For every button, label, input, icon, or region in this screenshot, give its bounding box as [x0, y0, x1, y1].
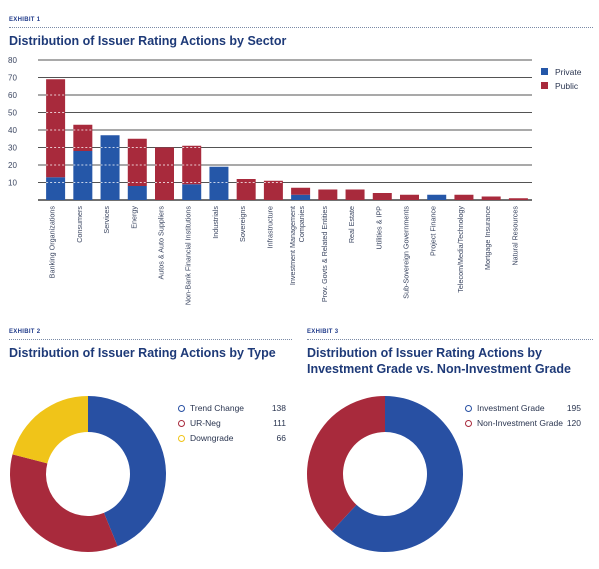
bar-public-energy — [127, 138, 147, 186]
trend-change-dot-icon — [178, 405, 185, 412]
type-donut-slice-trend-change — [88, 396, 166, 547]
y-tick-label: 30 — [8, 144, 17, 153]
legend-value-downgrade: 66 — [276, 433, 286, 443]
exhibit1-rule — [9, 27, 593, 28]
legend-item-downgrade: Downgrade 66 — [178, 431, 286, 446]
bar-public-telecom-media-technology — [454, 194, 474, 200]
x-tick-label: Sub-Sovereign Governments — [402, 206, 411, 299]
legend-item-non-investment-grade: Non-Investment Grade 120 — [465, 416, 581, 431]
legend-value-trend-change: 138 — [271, 403, 286, 413]
investment-grade-dot-icon — [465, 405, 472, 412]
y-tick-label: 70 — [8, 74, 17, 83]
x-tick-label: Industrials — [211, 206, 220, 239]
bar-public-natural-resources — [508, 198, 528, 200]
type-donut-slice-ur-neg — [9, 454, 118, 552]
bar-private-banking-organizations — [46, 177, 66, 200]
y-tick-label: 80 — [8, 56, 17, 65]
legend-item-trend-change: Trend Change 138 — [178, 401, 286, 416]
exhibit3-tag: EXHIBIT 3 — [307, 329, 339, 335]
bar-legend: Private Public — [541, 65, 597, 93]
x-tick-label: Companies — [297, 206, 306, 243]
exhibit3-title: Distribution of Issuer Rating Actions by… — [307, 346, 571, 376]
x-tick-label: Prov. Govts & Related Entities — [320, 206, 329, 303]
bar-private-services — [100, 135, 120, 200]
x-tick-label: Energy — [129, 206, 138, 229]
exhibit1-title: Distribution of Issuer Rating Actions by… — [9, 34, 287, 48]
x-tick-label: Banking Organizations — [48, 206, 57, 279]
bar-public-sovereigns — [236, 179, 256, 200]
legend-label-public: Public — [555, 81, 579, 91]
exhibit1-tag: EXHIBIT 1 — [9, 17, 41, 23]
grade-legend: Investment Grade 195 Non-Investment Grad… — [465, 401, 581, 431]
non-investment-grade-dot-icon — [465, 420, 472, 427]
legend-label-non-investment-grade: Non-Investment Grade — [477, 418, 563, 428]
x-tick-label: Investment Management — [288, 206, 297, 285]
bar-private-project-finance — [427, 194, 447, 200]
bar-public-consumers — [73, 124, 93, 151]
x-tick-label: Mortgage Insurance — [483, 206, 492, 270]
legend-label-ur-neg: UR-Neg — [190, 418, 221, 428]
bar-private-investment-management-companies — [291, 194, 311, 200]
bar-private-industrials — [209, 166, 229, 200]
legend-label-investment-grade: Investment Grade — [477, 403, 545, 413]
x-tick-label: Sovereigns — [238, 206, 247, 242]
y-tick-label: 50 — [8, 109, 17, 118]
exhibit3-rule — [307, 339, 593, 340]
legend-label-trend-change: Trend Change — [190, 403, 245, 413]
bar-public-real-estate — [345, 189, 365, 200]
x-tick-label: Consumers — [75, 206, 84, 243]
x-tick-label: Services — [102, 206, 111, 234]
x-tick-label: Project Finance — [429, 206, 438, 256]
exhibit2-title: Distribution of Issuer Rating Actions by… — [9, 346, 276, 360]
bar-public-sub-sovereign-governments — [400, 194, 419, 200]
x-tick-label: Infrastructure — [265, 206, 274, 248]
exhibit2-tag: EXHIBIT 2 — [9, 329, 41, 335]
bar-public-mortgage-insurance — [481, 196, 501, 200]
y-tick-label: 20 — [8, 161, 17, 170]
x-tick-label: Real Estate — [347, 206, 356, 243]
exhibit2-rule — [9, 339, 292, 340]
bar-private-non-bank-financial-institutions — [182, 184, 202, 200]
legend-value-non-investment-grade: 120 — [566, 418, 581, 428]
bar-public-infrastructure — [263, 180, 283, 200]
legend-item-private: Private — [541, 65, 597, 79]
x-tick-label: Telecom/Media/Technology — [456, 206, 465, 293]
bar-private-consumers — [73, 151, 93, 200]
bar-private-energy — [127, 186, 147, 200]
ur-neg-dot-icon — [178, 420, 185, 427]
downgrade-dot-icon — [178, 435, 185, 442]
bar-public-utilities-ipp — [372, 193, 392, 200]
x-tick-label: Autos & Auto Suppliers — [157, 206, 166, 280]
legend-value-ur-neg: 111 — [273, 418, 286, 428]
legend-item-public: Public — [541, 79, 597, 93]
y-tick-label: 10 — [8, 179, 17, 188]
legend-label-private: Private — [555, 67, 582, 77]
private-swatch — [541, 68, 548, 75]
public-swatch — [541, 82, 548, 89]
bar-public-investment-management-companies — [291, 187, 311, 195]
y-tick-label: 40 — [8, 126, 17, 135]
bar-public-autos-auto-suppliers — [155, 147, 174, 200]
legend-item-investment-grade: Investment Grade 195 — [465, 401, 581, 416]
x-tick-label: Natural Resources — [510, 206, 519, 266]
sector-bar-chart: 10 20 30 40 50 60 70 80 Banking Organizations Con… — [8, 56, 532, 305]
x-tick-label: Utilities & IPP — [374, 206, 383, 250]
legend-label-downgrade: Downgrade — [190, 433, 234, 443]
bar-public-banking-organizations — [46, 79, 66, 178]
legend-item-ur-neg: UR-Neg 111 — [178, 416, 286, 431]
x-tick-label: Non-Bank Financial Institutions — [184, 206, 193, 305]
grade-donut-slice-investment-grade — [331, 396, 463, 553]
type-legend: Trend Change 138 UR-Neg 111 Downgrade 66 — [178, 401, 286, 446]
legend-value-investment-grade: 195 — [566, 403, 581, 413]
y-tick-label: 60 — [8, 91, 17, 100]
type-donut-slice-downgrade — [12, 396, 89, 464]
bar-public-prov-govts-related-entities — [318, 189, 338, 200]
grade-donut-slice-non-investment-grade — [307, 396, 385, 532]
